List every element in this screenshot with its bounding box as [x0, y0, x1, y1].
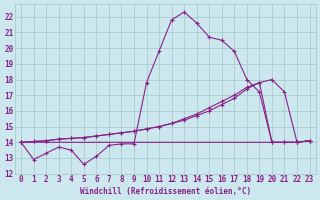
X-axis label: Windchill (Refroidissement éolien,°C): Windchill (Refroidissement éolien,°C) [80, 187, 251, 196]
